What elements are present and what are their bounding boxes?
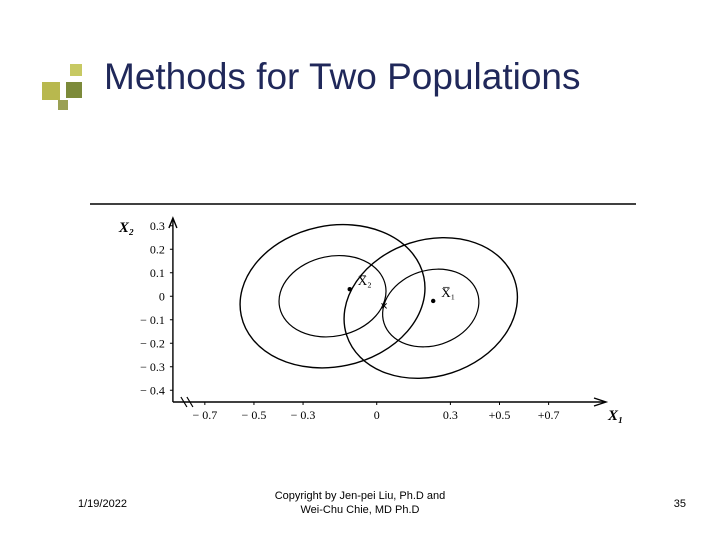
two-populations-diagram: X₂ X₁ 0.3 0.2 0.1 0 − 0.1 − 0.2 − 0.3 − 0.4 − 0.7 −… — [80, 200, 640, 440]
svg-text:− 0.7: − 0.7 — [192, 408, 217, 422]
svg-text:X₂: X₂ — [118, 220, 134, 236]
svg-text:− 0.5: − 0.5 — [242, 408, 267, 422]
bullet-sq-3 — [66, 82, 82, 98]
svg-text:0.3: 0.3 — [150, 219, 165, 233]
svg-text:X₁: X₁ — [607, 408, 623, 424]
bullet-sq-2 — [42, 82, 60, 100]
svg-text:0.3: 0.3 — [443, 408, 458, 422]
svg-text:− 0.2: − 0.2 — [140, 336, 165, 350]
svg-text:X̅₂: X̅₂ — [358, 273, 372, 288]
svg-text:− 0.3: − 0.3 — [140, 360, 165, 374]
svg-text:0: 0 — [374, 408, 380, 422]
svg-text:− 0.3: − 0.3 — [291, 408, 316, 422]
bullet-sq-4 — [58, 100, 68, 110]
svg-text:+0.7: +0.7 — [538, 408, 560, 422]
slide-title: Methods for Two Populations — [104, 56, 580, 98]
svg-text:X̅₁: X̅₁ — [441, 285, 455, 300]
svg-text:− 0.1: − 0.1 — [140, 313, 165, 327]
bullet-sq-1 — [70, 64, 82, 76]
footer-copyright: Copyright by Jen-pei Liu, Ph.D and Wei-C… — [0, 490, 720, 518]
footer-copyright-line2: Wei-Chu Chie, MD Ph.D — [301, 504, 420, 516]
svg-text:0: 0 — [159, 289, 165, 303]
footer-copyright-line1: Copyright by Jen-pei Liu, Ph.D and — [275, 490, 446, 502]
title-bullet-decor — [36, 56, 96, 116]
svg-text:+0.5: +0.5 — [489, 408, 511, 422]
footer-page-number: 35 — [674, 498, 686, 510]
svg-text:0.2: 0.2 — [150, 242, 165, 256]
slide-footer: 1/19/2022 Copyright by Jen-pei Liu, Ph.D… — [0, 490, 720, 520]
svg-text:×: × — [380, 300, 388, 315]
svg-text:0.1: 0.1 — [150, 266, 165, 280]
svg-text:− 0.4: − 0.4 — [140, 383, 165, 397]
